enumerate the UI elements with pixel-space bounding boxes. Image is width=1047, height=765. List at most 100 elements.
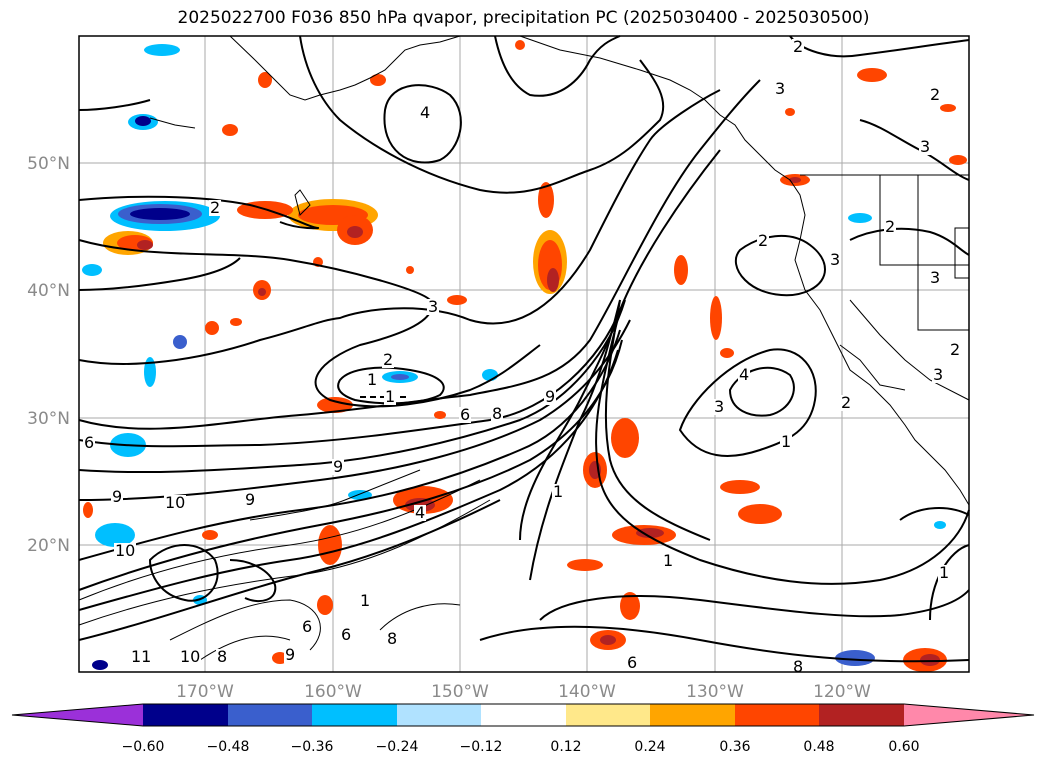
contour-label-bg	[662, 553, 674, 569]
contour-label: 3	[428, 297, 438, 316]
contour-label-bg	[384, 389, 396, 405]
contour-label: 6	[460, 405, 470, 424]
colorbar-segment	[228, 704, 312, 726]
contour-label-bg	[359, 593, 371, 609]
lon-label: 170°W	[176, 682, 234, 702]
contour-label: 4	[739, 365, 749, 384]
contour-label-bg	[919, 139, 931, 155]
contour-label-bg	[114, 543, 136, 559]
contour-label-bg	[284, 647, 296, 663]
contour-label: 2	[210, 198, 220, 217]
colorbar-tick: 0.48	[803, 739, 834, 755]
colorbar-segment	[650, 704, 735, 726]
contour-label: 4	[415, 503, 425, 522]
contour-label-bg	[792, 659, 804, 675]
contour-label-bg	[774, 81, 786, 97]
colorbar-tick: 0.12	[550, 739, 581, 755]
contour-label-bg	[713, 399, 725, 415]
contour-label: 9	[285, 645, 295, 664]
colorbar-tick: −0.24	[376, 739, 419, 755]
contour-label: 3	[775, 79, 785, 98]
contour-label-bg	[244, 492, 256, 508]
contour-label: 9	[245, 490, 255, 509]
contour-label-bg	[932, 367, 944, 383]
colorbar-tick: 0.60	[888, 739, 919, 755]
contour-label-bg	[792, 39, 804, 55]
map-frame	[78, 35, 970, 673]
latitude-labels: 50°N 40°N 30°N 20°N	[27, 154, 70, 556]
lon-label: 160°W	[304, 682, 362, 702]
contour-label: 11	[131, 647, 151, 666]
contour-label: 2	[383, 350, 393, 369]
contour-label-bg	[840, 395, 852, 411]
contour-label-bg	[427, 299, 439, 315]
longitude-labels: 170°W 160°W 150°W 140°W 130°W 120°W	[176, 682, 871, 702]
contour-label-bg	[216, 649, 228, 665]
contour-label: 6	[627, 653, 637, 672]
contour-label: 8	[492, 404, 502, 423]
colorbar-tick: −0.48	[207, 739, 250, 755]
contour-label-bg	[414, 505, 426, 521]
contour-label: 3	[920, 137, 930, 156]
contour-label: 2	[758, 231, 768, 250]
colorbar-extend-max	[904, 704, 1034, 726]
contour-label: 1	[781, 432, 791, 451]
contour-label: 9	[333, 457, 343, 476]
contour-label-bg	[301, 619, 313, 635]
contour-label: 2	[885, 217, 895, 236]
contour-label-bg	[83, 435, 95, 451]
contour-label-bg	[929, 270, 941, 286]
contour-label: 8	[387, 629, 397, 648]
map-background	[79, 36, 969, 672]
map-title: 2025022700 F036 850 hPa qvapor, precipit…	[177, 8, 870, 28]
contour-label-bg	[419, 105, 431, 121]
contour-label-bg	[780, 434, 792, 450]
contour-label-bg	[626, 655, 638, 671]
contour-label: 1	[367, 370, 377, 389]
contour-label-bg	[938, 565, 950, 581]
contour-label: 9	[545, 387, 555, 406]
contour-label: 6	[302, 617, 312, 636]
colorbar-tick: 0.24	[634, 739, 665, 755]
lon-label: 130°W	[686, 682, 744, 702]
colorbar-tick: −0.36	[291, 739, 334, 755]
lon-label: 120°W	[813, 682, 871, 702]
contour-label: 2	[841, 393, 851, 412]
contour-label-bg	[929, 87, 941, 103]
contour-label: 6	[341, 625, 351, 644]
contour-label: 1	[360, 591, 370, 610]
lon-label: 150°W	[431, 682, 489, 702]
colorbar-tick: 0.36	[719, 739, 750, 755]
contour-label: 1	[939, 563, 949, 582]
lat-label: 50°N	[27, 154, 70, 174]
colorbar-segment	[312, 704, 397, 726]
contour-label-bg	[829, 252, 841, 268]
colorbar-segment	[566, 704, 650, 726]
lat-label: 20°N	[27, 536, 70, 556]
coastlines	[149, 35, 970, 506]
lon-label: 140°W	[558, 682, 616, 702]
contour-label-bg	[757, 233, 769, 249]
colorbar	[11, 703, 1035, 727]
contour-label: 1	[553, 482, 563, 501]
contour-label: 2	[930, 85, 940, 104]
colorbar-segment	[143, 704, 228, 726]
colorbar-segment	[819, 704, 904, 726]
contour-label-bg	[459, 407, 471, 423]
contour-label: 4	[420, 103, 430, 122]
contour-label-bg	[544, 389, 556, 405]
contour-label: 3	[930, 268, 940, 287]
contour-label: 2	[793, 37, 803, 56]
colorbar-segment	[735, 704, 819, 726]
contour-label: 3	[830, 250, 840, 269]
contour-label: 10	[115, 541, 135, 560]
contour-label-bg	[552, 484, 564, 500]
contour-label: 8	[793, 657, 803, 676]
contour-label-bg	[332, 459, 344, 475]
colorbar-tick-labels: −0.60 −0.48 −0.36 −0.24 −0.12 0.12 0.24 …	[122, 739, 920, 755]
contour-label-bg	[366, 372, 378, 388]
qvapor-contours	[78, 35, 970, 663]
contour-label-bg	[179, 649, 201, 665]
